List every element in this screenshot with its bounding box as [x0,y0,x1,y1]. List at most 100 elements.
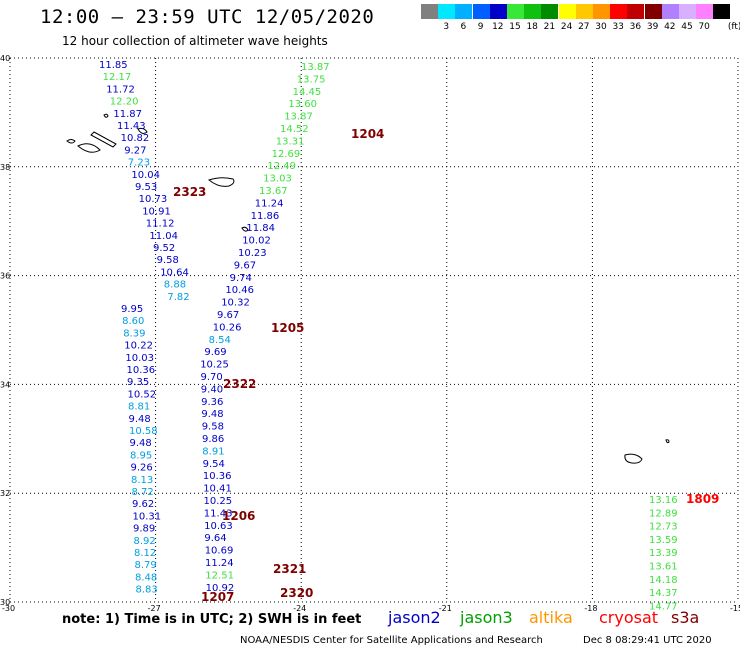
scale-swatch [524,4,542,19]
scale-label: 21 [543,22,556,32]
legend-cryosat: cryosat [599,608,659,627]
legend-jason3: jason3 [460,608,513,627]
swh-label-west: 8.60 [122,316,144,327]
scale-swatch [575,4,593,19]
swh-label-west: 8.39 [123,328,145,339]
swh-label-west: 10.91 [142,206,171,217]
scale-label: 39 [646,22,659,32]
swh-label-middle: 13.67 [259,186,288,197]
swh-label-middle: 10.32 [221,298,250,309]
swh-label-middle: 13.60 [288,99,317,110]
swh-label-middle: 9.48 [201,409,223,420]
scale-label: 15 [509,22,521,32]
page-subtitle: 12 hour collection of altimeter wave hei… [62,34,328,48]
island-outline [90,131,117,148]
swh-label-middle: 10.46 [225,285,254,296]
swh-label-east: 14.37 [649,588,678,599]
swh-label-west: 10.64 [160,267,189,278]
swh-label-middle: 13.31 [276,136,305,147]
island-outline [77,143,101,153]
lat-label: 40 [0,54,10,63]
scale-swatch [438,4,456,19]
swh-label-west: 10.22 [124,341,153,352]
swh-label-middle: 9.36 [201,397,223,408]
island-outline [624,453,643,464]
lat-label: 30 [0,598,10,607]
swh-label-middle: 12.69 [272,149,301,160]
scale-swatch [679,4,696,19]
scale-swatch [610,4,628,19]
scale-label: 33 [612,22,624,32]
scale-swatch [593,4,610,19]
swh-label-middle: 11.86 [251,211,280,222]
swh-label-west: 8.72 [132,487,154,498]
swh-label-middle: 9.74 [230,273,252,284]
scale-swatch [696,4,714,19]
swh-label-east: 13.61 [649,562,678,573]
lat-label: 38 [0,163,10,172]
scale-label: 30 [595,22,607,32]
island-outline [137,127,148,134]
swh-label-east: 12.89 [649,508,678,519]
note-text: note: 1) Time is in UTC; 2) SWH is in fe… [62,612,362,627]
swh-label-middle: 9.67 [234,260,256,271]
island-outline [103,113,109,118]
swh-label-east: 13.16 [649,495,678,506]
swh-label-west: 12.17 [103,72,132,83]
swh-label-west: 11.87 [113,109,142,120]
swh-label-west: 7.23 [128,158,150,169]
lon-label: -18 [584,604,597,613]
swh-label-middle: 9.40 [201,384,223,395]
scale-swatch [644,4,662,19]
scale-label: 18 [526,22,538,32]
swh-label-middle: 10.25 [200,360,229,371]
lon-label: -30 [2,604,15,613]
swh-label-east: 12.73 [649,522,678,533]
swh-label-west: 9.62 [132,499,154,510]
swh-label-middle: 8.54 [209,335,231,346]
pass-time-label: 1205 [271,321,304,335]
swh-label-west: 12.20 [110,97,139,108]
swh-label-middle: 11.24 [205,558,234,569]
swh-label-middle: 9.64 [204,533,226,544]
pass-time-label: 2320 [280,586,313,600]
pass-time-label: 1206 [222,509,255,523]
swh-label-west: 9.89 [133,524,155,535]
pass-time-label: 1207 [201,590,234,604]
swh-label-middle: 9.58 [202,422,224,433]
lon-label: -27 [148,604,161,613]
swh-label-west: 10.58 [129,426,158,437]
lon-label: -24 [293,604,306,613]
scale-label: 27 [578,22,590,32]
footer-timestamp: Dec 8 08:29:41 UTC 2020 [583,635,712,646]
swh-label-west: 11.85 [99,60,128,71]
scale-label: 3 [443,22,450,32]
swh-label-middle: 10.69 [205,546,234,557]
pass-time-label: 1204 [351,127,384,141]
swh-label-west: 10.36 [127,365,156,376]
swh-label-middle: 9.67 [217,310,239,321]
swh-label-middle: 10.26 [213,322,242,333]
scale-label: 42 [664,22,676,32]
swh-label-middle: 13.87 [284,112,313,123]
lat-label: 32 [0,489,10,498]
footer-agency: NOAA/NESDIS Center for Satellite Applica… [240,635,543,646]
swh-label-east: 14.77 [649,601,678,612]
swh-label-east: 13.39 [649,548,678,559]
swh-label-west: 10.73 [139,194,168,205]
swh-label-west: 9.48 [129,414,151,425]
legend-altika: altika [529,608,573,627]
page-title: 12:00 – 23:59 UTC 12/05/2020 [40,6,375,28]
swh-label-middle: 10.23 [238,248,267,259]
swh-label-middle: 13.03 [263,174,292,185]
swh-label-west: 9.53 [135,182,157,193]
swh-label-west: 11.43 [117,121,146,132]
wave-height-labels: 40 38 36 34 32 30-30 -27 -24 -21 -18 -15 11.8512.17… [0,54,740,613]
lon-label: -15 [730,604,740,613]
legend-jason2: jason2 [388,608,441,627]
scale-label: 9 [477,22,484,32]
scale-swatch [455,4,473,19]
swh-label-west: 9.95 [121,304,143,315]
swh-label-middle: 9.86 [202,434,224,445]
swh-label-west: 7.82 [167,292,189,303]
